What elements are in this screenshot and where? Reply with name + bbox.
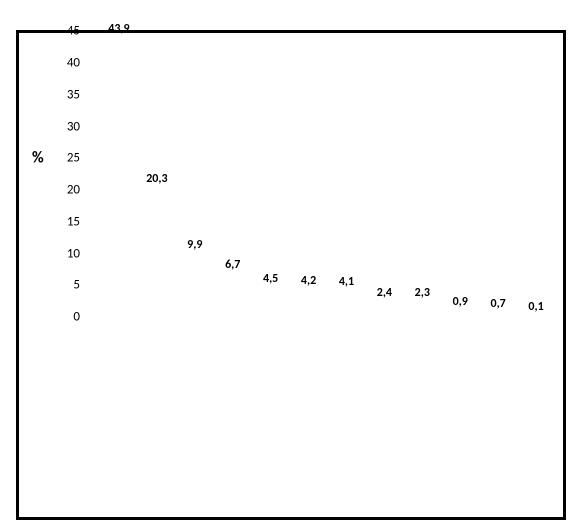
y-tick-label: 20 — [67, 183, 80, 198]
y-tick-label: 15 — [67, 214, 80, 229]
data-label: 0,1 — [528, 300, 543, 314]
data-label: 4,1 — [339, 275, 354, 289]
data-label: 6,7 — [225, 258, 240, 272]
data-label: 4,5 — [263, 272, 278, 286]
y-tick-label: 35 — [67, 87, 80, 102]
data-label: 2,4 — [377, 286, 392, 300]
data-label: 9,9 — [187, 238, 202, 252]
y-tick-label: 5 — [73, 278, 80, 293]
chart-frame — [16, 30, 566, 520]
data-label: 20,3 — [146, 172, 167, 186]
data-label: 2,3 — [415, 286, 430, 300]
y-tick-label: 45 — [67, 24, 80, 39]
data-label: 43,9 — [108, 22, 129, 36]
y-tick-label: 25 — [67, 151, 80, 166]
data-label: 0,9 — [453, 295, 468, 309]
data-label: 4,2 — [301, 274, 316, 288]
data-label: 0,7 — [490, 297, 505, 311]
y-tick-label: 40 — [67, 56, 80, 71]
y-tick-label: 0 — [73, 310, 80, 325]
y-tick-label: 10 — [67, 246, 80, 261]
y-tick-label: 30 — [67, 119, 80, 134]
y-axis-label: % — [32, 149, 44, 168]
